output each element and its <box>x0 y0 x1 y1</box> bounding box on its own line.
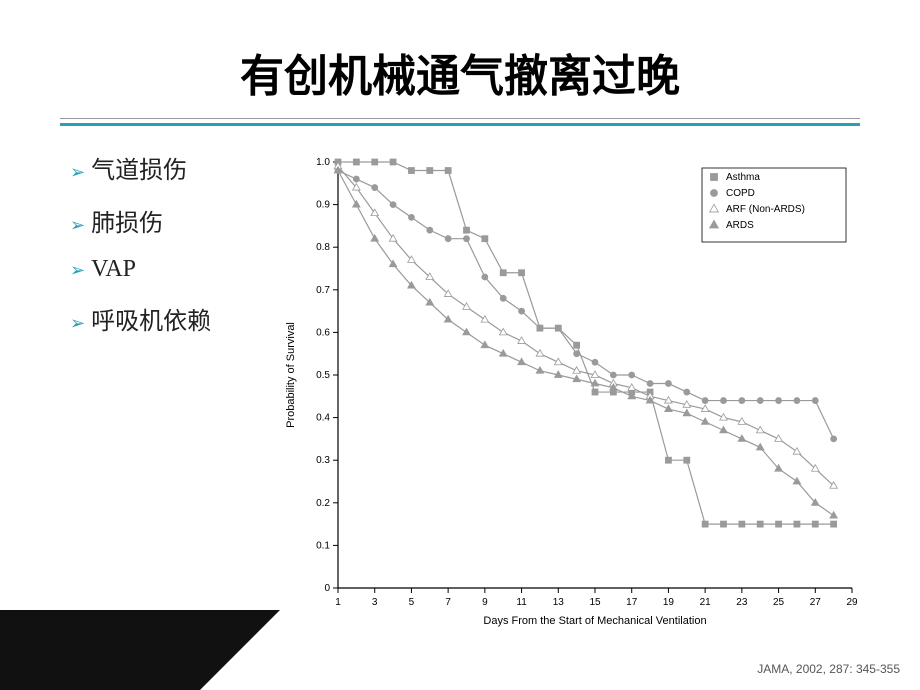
svg-text:23: 23 <box>736 597 748 608</box>
decorative-wedge <box>0 610 280 690</box>
svg-text:Asthma: Asthma <box>726 172 760 183</box>
svg-text:ARF (Non-ARDS): ARF (Non-ARDS) <box>726 204 805 215</box>
svg-text:9: 9 <box>482 597 488 608</box>
svg-text:7: 7 <box>445 597 451 608</box>
svg-text:25: 25 <box>773 597 785 608</box>
svg-text:3: 3 <box>372 597 378 608</box>
survival-chart: 00.10.20.30.40.50.60.70.80.91.0135791113… <box>280 150 870 632</box>
svg-text:0.7: 0.7 <box>316 285 330 296</box>
svg-text:Days From the Start of Mechani: Days From the Start of Mechanical Ventil… <box>483 615 706 627</box>
svg-text:COPD: COPD <box>726 188 755 199</box>
svg-text:0.8: 0.8 <box>316 242 330 253</box>
svg-text:ARDS: ARDS <box>726 220 754 231</box>
svg-text:0.9: 0.9 <box>316 200 330 211</box>
svg-text:1: 1 <box>335 597 341 608</box>
bullet-item-0: ➢ 气道损伤 <box>70 150 280 185</box>
bullet-text: 肺损伤 <box>91 203 163 238</box>
bullet-arrow-icon: ➢ <box>70 215 85 236</box>
svg-text:19: 19 <box>663 597 675 608</box>
slide: 有创机械通气撤离过晚 ➢ 气道损伤 ➢ 肺损伤 ➢ VAP ➢ 呼吸机依赖 0 0.1 0.2 0.… <box>0 0 920 690</box>
bullet-list: ➢ 气道损伤 ➢ 肺损伤 ➢ VAP ➢ 呼吸机依赖 <box>70 150 280 354</box>
bullet-text: 呼吸机依赖 <box>91 301 211 336</box>
svg-text:0.5: 0.5 <box>316 370 330 381</box>
bullet-item-2: ➢ VAP <box>70 256 280 283</box>
bullet-text: VAP <box>91 256 136 283</box>
slide-title: 有创机械通气撤离过晚 <box>0 40 920 104</box>
bullet-item-3: ➢ 呼吸机依赖 <box>70 301 280 336</box>
bullet-arrow-icon: ➢ <box>70 260 85 281</box>
title-rule <box>60 118 860 126</box>
bullet-arrow-icon: ➢ <box>70 162 85 183</box>
svg-text:0.3: 0.3 <box>316 455 330 466</box>
svg-text:11: 11 <box>516 597 527 608</box>
bullet-text: 气道损伤 <box>91 150 187 185</box>
svg-text:1.0: 1.0 <box>316 157 330 168</box>
citation: JAMA, 2002, 287: 345-355 <box>757 662 900 676</box>
svg-text:Probability of Survival: Probability of Survival <box>285 322 297 428</box>
svg-text:0.6: 0.6 <box>316 327 330 338</box>
svg-text:13: 13 <box>553 597 565 608</box>
svg-text:15: 15 <box>589 597 601 608</box>
svg-text:27: 27 <box>810 597 822 608</box>
svg-text:29: 29 <box>846 597 858 608</box>
bullet-item-1: ➢ 肺损伤 <box>70 203 280 238</box>
svg-text:17: 17 <box>626 597 638 608</box>
svg-text:0.4: 0.4 <box>316 413 330 424</box>
svg-text:0: 0 <box>324 583 330 594</box>
bullet-arrow-icon: ➢ <box>70 313 85 334</box>
svg-text:0.1: 0.1 <box>316 540 330 551</box>
svg-text:0.2: 0.2 <box>316 498 330 509</box>
svg-text:5: 5 <box>409 597 415 608</box>
svg-text:21: 21 <box>700 597 712 608</box>
